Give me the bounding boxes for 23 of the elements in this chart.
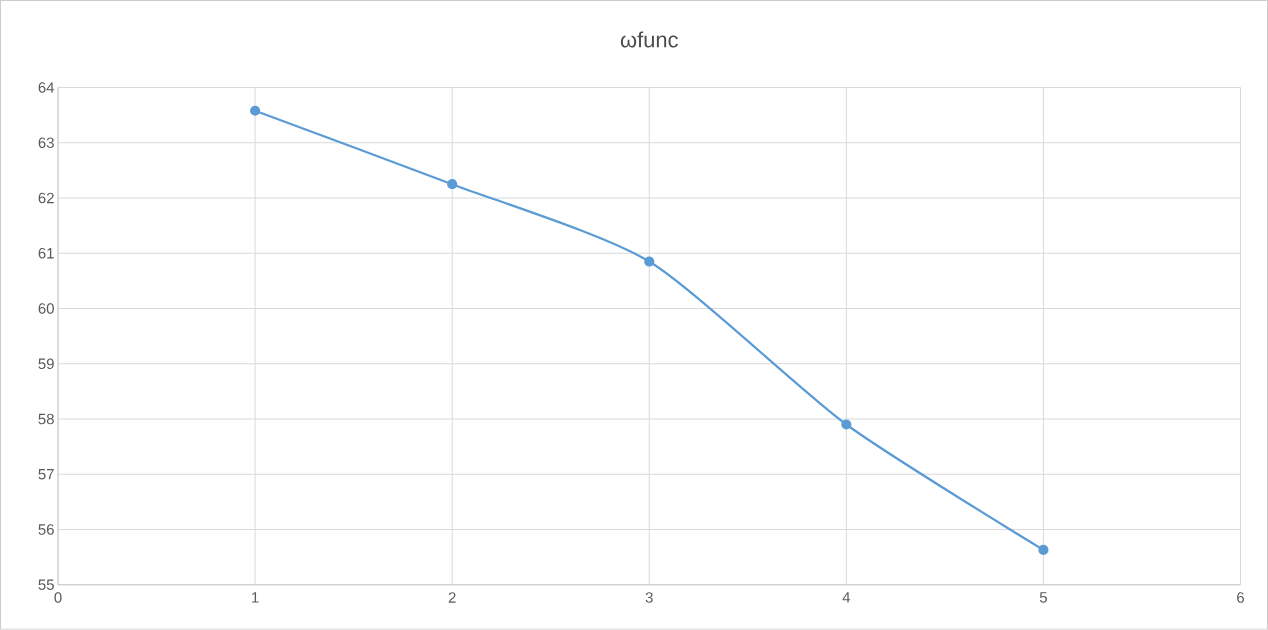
y-tick-label: 61 (38, 248, 54, 259)
y-tick-label: 57 (38, 469, 54, 480)
y-tick-label: 56 (38, 524, 54, 535)
y-tick-label: 55 (38, 579, 54, 591)
point (644, 256, 655, 267)
point (841, 419, 852, 430)
x-tick-label: 1 (252, 592, 259, 603)
x-tick-label: 0 (54, 592, 62, 603)
y-tick-label: 62 (38, 192, 54, 204)
y-tick-label: 60 (38, 303, 54, 314)
point (250, 105, 261, 116)
x-tick-label: 2 (448, 592, 456, 603)
point (1038, 544, 1049, 556)
point (447, 179, 458, 190)
x-tick-label: 3 (645, 592, 653, 603)
x-tick-label: 4 (842, 592, 851, 603)
y-tick-label: 58 (38, 413, 54, 425)
x-tick-label: 5 (1039, 592, 1047, 603)
y-tick-label: 59 (38, 358, 54, 370)
chart-title: ωfunc (620, 31, 678, 48)
y-tick-label: 64 (38, 82, 55, 93)
y-tick-label: 63 (38, 137, 54, 149)
x-tick-label: 6 (1237, 592, 1245, 603)
